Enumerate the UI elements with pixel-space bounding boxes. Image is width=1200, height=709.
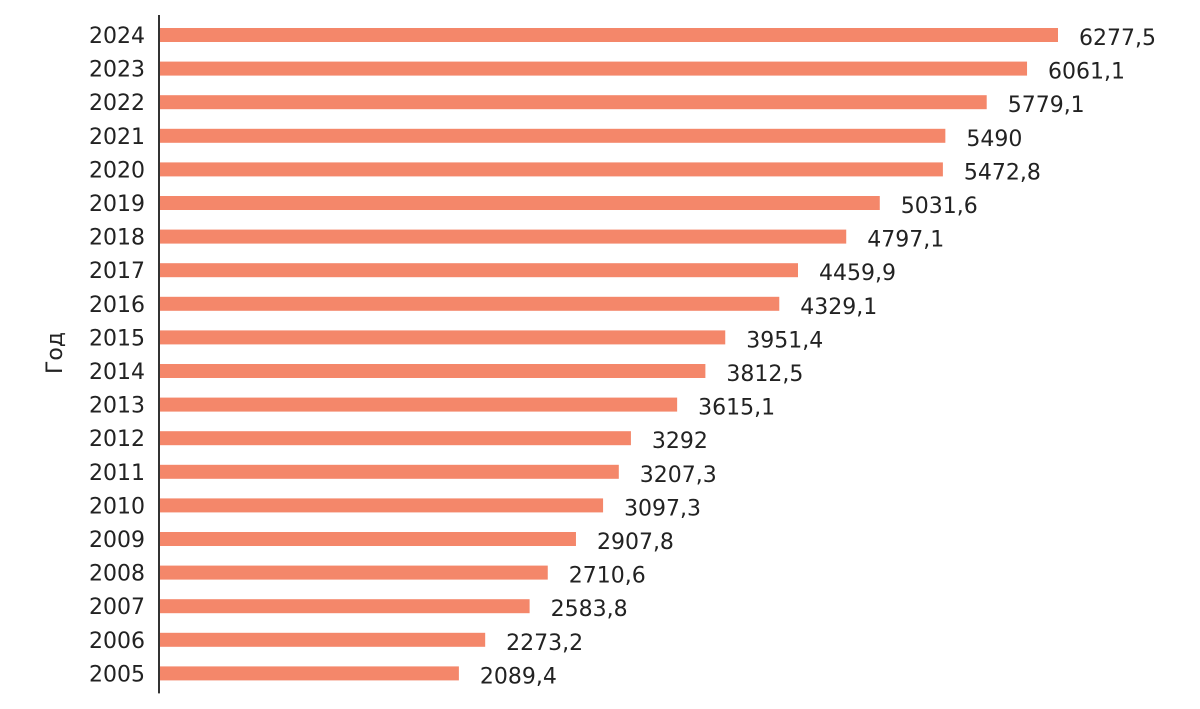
bar-2022 bbox=[160, 95, 987, 110]
y-tick-label-2020: 2020 bbox=[89, 158, 145, 183]
bar-2006 bbox=[160, 632, 486, 647]
y-tick-label-2016: 2016 bbox=[89, 293, 145, 318]
y-tick-label-2007: 2007 bbox=[89, 595, 145, 620]
value-label-2009: 2907,8 bbox=[597, 530, 674, 555]
y-tick-label-2005: 2005 bbox=[89, 662, 145, 687]
bar-2014 bbox=[160, 364, 706, 378]
value-label-2021: 5490 bbox=[966, 127, 1022, 152]
y-tick-label-2022: 2022 bbox=[89, 91, 145, 116]
bar-2017 bbox=[160, 263, 798, 278]
value-label-2011: 3207,3 bbox=[640, 463, 717, 488]
value-label-2007: 2583,8 bbox=[551, 597, 628, 622]
y-tick-label-2011: 2011 bbox=[89, 461, 145, 486]
y-tick-label-2023: 2023 bbox=[89, 58, 145, 83]
y-tick-label-2008: 2008 bbox=[89, 562, 145, 587]
value-label-2024: 6277,5 bbox=[1079, 26, 1156, 51]
bar-2013 bbox=[160, 397, 678, 412]
bar-2023 bbox=[160, 61, 1028, 76]
y-tick-label-2018: 2018 bbox=[89, 226, 145, 251]
value-label-2023: 6061,1 bbox=[1048, 60, 1125, 85]
value-label-2017: 4459,9 bbox=[819, 261, 896, 286]
value-label-2019: 5031,6 bbox=[901, 194, 978, 219]
value-label-2020: 5472,8 bbox=[964, 160, 1041, 185]
value-label-2010: 3097,3 bbox=[624, 496, 701, 521]
bar-2018 bbox=[160, 229, 847, 244]
y-tick-label-2013: 2013 bbox=[89, 394, 145, 419]
y-tick-label-2015: 2015 bbox=[89, 326, 145, 351]
bar-2012 bbox=[160, 431, 631, 446]
labels-layer: 2024 6277,5 2023 6061,1 2022 5779,1 2021 5490 20… bbox=[89, 24, 1156, 689]
value-label-2005: 2089,4 bbox=[480, 664, 557, 689]
bar-2008 bbox=[160, 565, 548, 580]
value-label-2016: 4329,1 bbox=[800, 295, 877, 320]
y-tick-label-2021: 2021 bbox=[89, 125, 145, 150]
bar-2015 bbox=[160, 330, 726, 345]
bar-2021 bbox=[160, 128, 946, 143]
bar-2020 bbox=[160, 162, 943, 177]
bar-2007 bbox=[160, 599, 530, 614]
value-label-2015: 3951,4 bbox=[746, 328, 823, 353]
bar-2009 bbox=[160, 532, 576, 546]
bar-2010 bbox=[160, 498, 604, 513]
y-axis-title: Год bbox=[43, 332, 68, 374]
bar-2019 bbox=[160, 196, 880, 210]
value-label-2008: 2710,6 bbox=[569, 564, 646, 589]
y-tick-label-2006: 2006 bbox=[89, 629, 145, 654]
y-tick-label-2010: 2010 bbox=[89, 494, 145, 519]
value-label-2018: 4797,1 bbox=[867, 228, 944, 253]
value-label-2022: 5779,1 bbox=[1008, 93, 1085, 118]
bar-2005 bbox=[160, 666, 459, 681]
y-tick-label-2019: 2019 bbox=[89, 192, 145, 217]
bar-2024 bbox=[160, 28, 1058, 42]
bars-layer bbox=[160, 28, 1058, 681]
y-tick-label-2012: 2012 bbox=[89, 427, 145, 452]
bar-2016 bbox=[160, 296, 780, 311]
value-label-2013: 3615,1 bbox=[698, 396, 775, 421]
y-tick-label-2017: 2017 bbox=[89, 259, 145, 284]
value-label-2006: 2273,2 bbox=[506, 631, 583, 656]
y-tick-label-2014: 2014 bbox=[89, 360, 145, 385]
bar-2011 bbox=[160, 464, 619, 479]
y-tick-label-2009: 2009 bbox=[89, 528, 145, 553]
y-tick-label-2024: 2024 bbox=[89, 24, 145, 49]
value-label-2014: 3812,5 bbox=[726, 362, 803, 387]
value-label-2012: 3292 bbox=[652, 429, 708, 454]
